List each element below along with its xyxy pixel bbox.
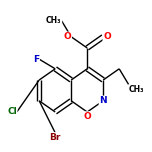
Text: CH₃: CH₃ bbox=[129, 85, 144, 94]
Text: O: O bbox=[103, 32, 111, 41]
Text: CH₃: CH₃ bbox=[46, 16, 62, 25]
Text: Cl: Cl bbox=[7, 107, 17, 116]
Text: F: F bbox=[33, 55, 39, 64]
Text: N: N bbox=[99, 96, 107, 105]
Text: Br: Br bbox=[50, 133, 61, 142]
Text: O: O bbox=[83, 112, 91, 121]
Text: O: O bbox=[63, 32, 71, 41]
